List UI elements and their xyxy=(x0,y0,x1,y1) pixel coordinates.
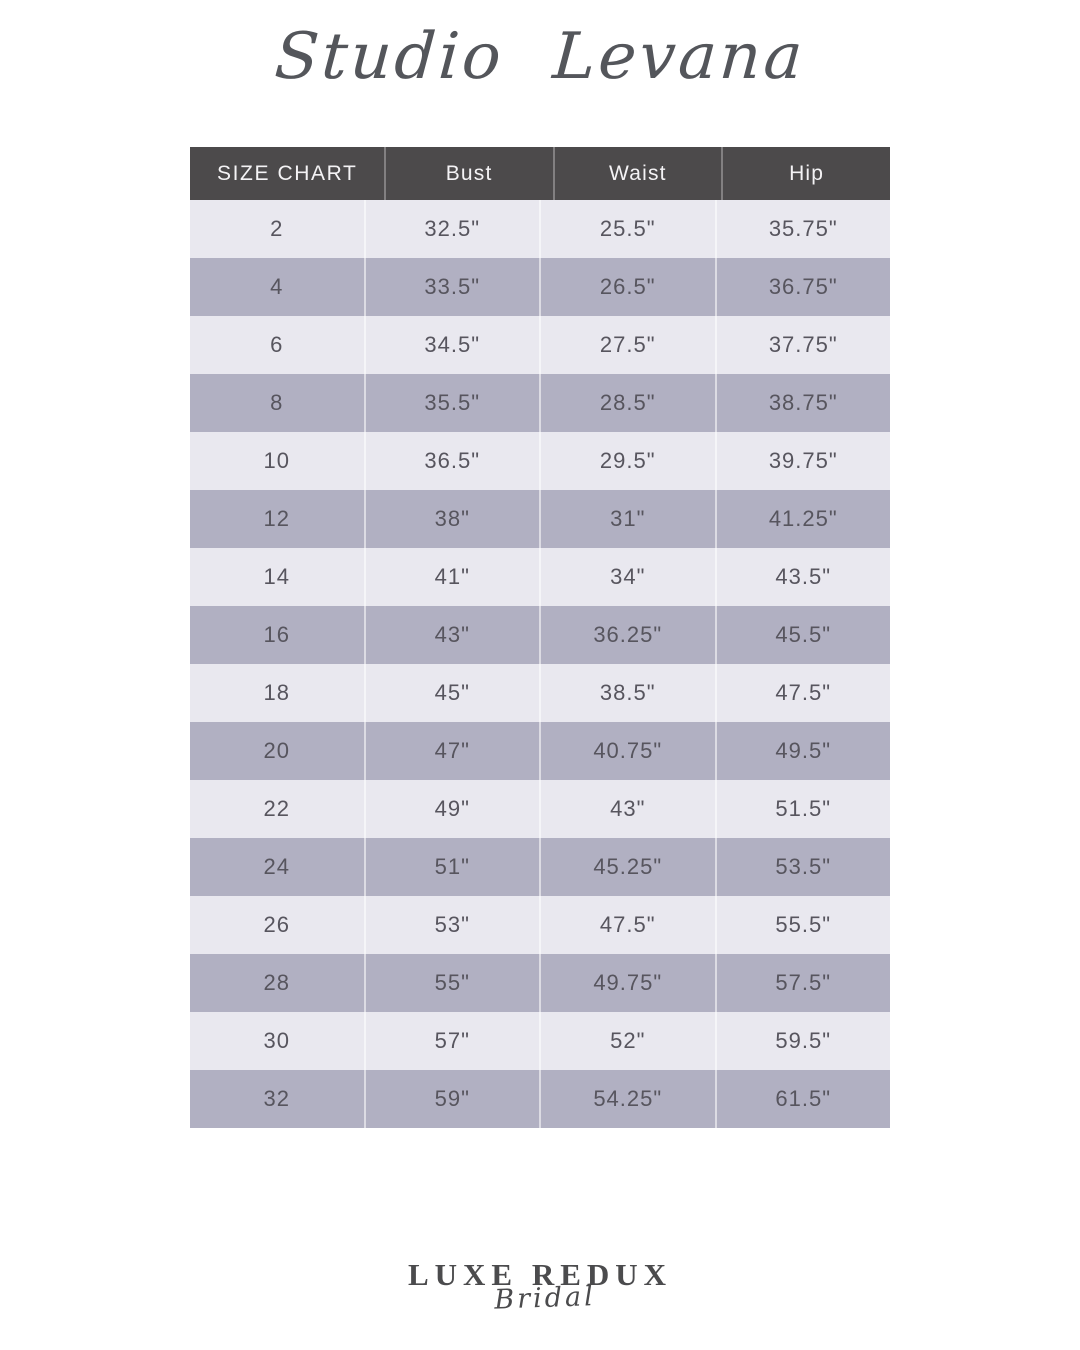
size-table-body: 2 32.5" 25.5" 35.75" 4 33.5" 26.5" 36.75" 6 34.5"… xyxy=(190,200,890,1128)
waist-cell: 26.5" xyxy=(539,258,715,316)
bust-cell: 33.5" xyxy=(363,258,540,316)
size-chart-table: SIZE CHART Bust Waist Hip 2 32.5" 25.5" 35.… xyxy=(190,147,890,1128)
waist-cell: 31" xyxy=(539,490,715,548)
waist-cell: 29.5" xyxy=(539,432,715,490)
hip-cell: 55.5" xyxy=(714,896,891,954)
waist-cell: 49.75" xyxy=(539,954,715,1012)
waist-cell: 43" xyxy=(539,780,715,838)
size-cell: 12 xyxy=(263,506,290,531)
header-cell-bust: Bust xyxy=(383,147,553,200)
bust-cell: 47" xyxy=(363,722,540,780)
table-row: 4 33.5" 26.5" 36.75" xyxy=(190,258,890,316)
header-cell-size-chart: SIZE CHART xyxy=(217,161,358,185)
hip-cell: 43.5" xyxy=(714,548,891,606)
header-cell-waist: Waist xyxy=(552,147,722,200)
table-row: 10 36.5" 29.5" 39.75" xyxy=(190,432,890,490)
hip-cell: 41.25" xyxy=(714,490,891,548)
hip-cell: 57.5" xyxy=(714,954,891,1012)
bust-cell: 57" xyxy=(363,1012,540,1070)
brand-script-title: Studio Levana xyxy=(272,20,808,94)
bust-cell: 41" xyxy=(363,548,540,606)
hip-cell: 61.5" xyxy=(714,1070,891,1128)
hip-cell: 45.5" xyxy=(714,606,891,664)
size-cell: 32 xyxy=(263,1086,290,1111)
size-cell: 6 xyxy=(270,332,284,357)
footer-logo: LUXE REDUX Bridal xyxy=(0,1257,1080,1315)
hip-cell: 59.5" xyxy=(714,1012,891,1070)
table-header-row: SIZE CHART Bust Waist Hip xyxy=(190,147,890,200)
size-cell: 10 xyxy=(263,448,290,473)
table-row: 2 32.5" 25.5" 35.75" xyxy=(190,200,890,258)
size-cell: 8 xyxy=(270,390,284,415)
table-row: 18 45" 38.5" 47.5" xyxy=(190,664,890,722)
table-row: 32 59" 54.25" 61.5" xyxy=(190,1070,890,1128)
table-row: 26 53" 47.5" 55.5" xyxy=(190,896,890,954)
table-row: 6 34.5" 27.5" 37.75" xyxy=(190,316,890,374)
size-cell: 18 xyxy=(263,680,290,705)
footer-logo-wordmark: LUXE REDUX xyxy=(407,1257,673,1292)
waist-cell: 36.25" xyxy=(539,606,715,664)
bust-cell: 51" xyxy=(363,838,540,896)
hip-cell: 47.5" xyxy=(714,664,891,722)
size-cell: 24 xyxy=(263,854,290,879)
bust-cell: 49" xyxy=(363,780,540,838)
waist-cell: 40.75" xyxy=(539,722,715,780)
hip-cell: 37.75" xyxy=(714,316,891,374)
size-cell: 28 xyxy=(263,970,290,995)
size-cell: 4 xyxy=(270,274,284,299)
hip-cell: 38.75" xyxy=(714,374,891,432)
size-cell: 16 xyxy=(263,622,290,647)
table-row: 12 38" 31" 41.25" xyxy=(190,490,890,548)
waist-cell: 47.5" xyxy=(539,896,715,954)
waist-cell: 27.5" xyxy=(539,316,715,374)
table-row: 20 47" 40.75" 49.5" xyxy=(190,722,890,780)
bust-cell: 43" xyxy=(363,606,540,664)
header-cell-hip: Hip xyxy=(721,147,890,200)
bust-cell: 34.5" xyxy=(363,316,540,374)
waist-cell: 54.25" xyxy=(539,1070,715,1128)
bust-cell: 45" xyxy=(363,664,540,722)
bust-cell: 53" xyxy=(363,896,540,954)
waist-cell: 28.5" xyxy=(539,374,715,432)
hip-cell: 53.5" xyxy=(714,838,891,896)
bust-cell: 32.5" xyxy=(363,200,540,258)
hip-cell: 49.5" xyxy=(714,722,891,780)
bust-cell: 35.5" xyxy=(363,374,540,432)
size-cell: 26 xyxy=(263,912,290,937)
bust-cell: 59" xyxy=(363,1070,540,1128)
size-cell: 20 xyxy=(263,738,290,763)
hip-cell: 51.5" xyxy=(714,780,891,838)
size-cell: 30 xyxy=(263,1028,290,1053)
table-row: 8 35.5" 28.5" 38.75" xyxy=(190,374,890,432)
table-row: 24 51" 45.25" 53.5" xyxy=(190,838,890,896)
hip-cell: 39.75" xyxy=(714,432,891,490)
size-cell: 14 xyxy=(263,564,290,589)
hip-cell: 35.75" xyxy=(714,200,891,258)
size-cell: 2 xyxy=(270,216,284,241)
table-row: 22 49" 43" 51.5" xyxy=(190,780,890,838)
waist-cell: 45.25" xyxy=(539,838,715,896)
table-row: 30 57" 52" 59.5" xyxy=(190,1012,890,1070)
waist-cell: 25.5" xyxy=(539,200,715,258)
bust-cell: 55" xyxy=(363,954,540,1012)
table-row: 28 55" 49.75" 57.5" xyxy=(190,954,890,1012)
waist-cell: 52" xyxy=(539,1012,715,1070)
size-cell: 22 xyxy=(263,796,290,821)
bust-cell: 36.5" xyxy=(363,432,540,490)
table-row: 14 41" 34" 43.5" xyxy=(190,548,890,606)
waist-cell: 38.5" xyxy=(539,664,715,722)
waist-cell: 34" xyxy=(539,548,715,606)
hip-cell: 36.75" xyxy=(714,258,891,316)
bust-cell: 38" xyxy=(363,490,540,548)
table-row: 16 43" 36.25" 45.5" xyxy=(190,606,890,664)
